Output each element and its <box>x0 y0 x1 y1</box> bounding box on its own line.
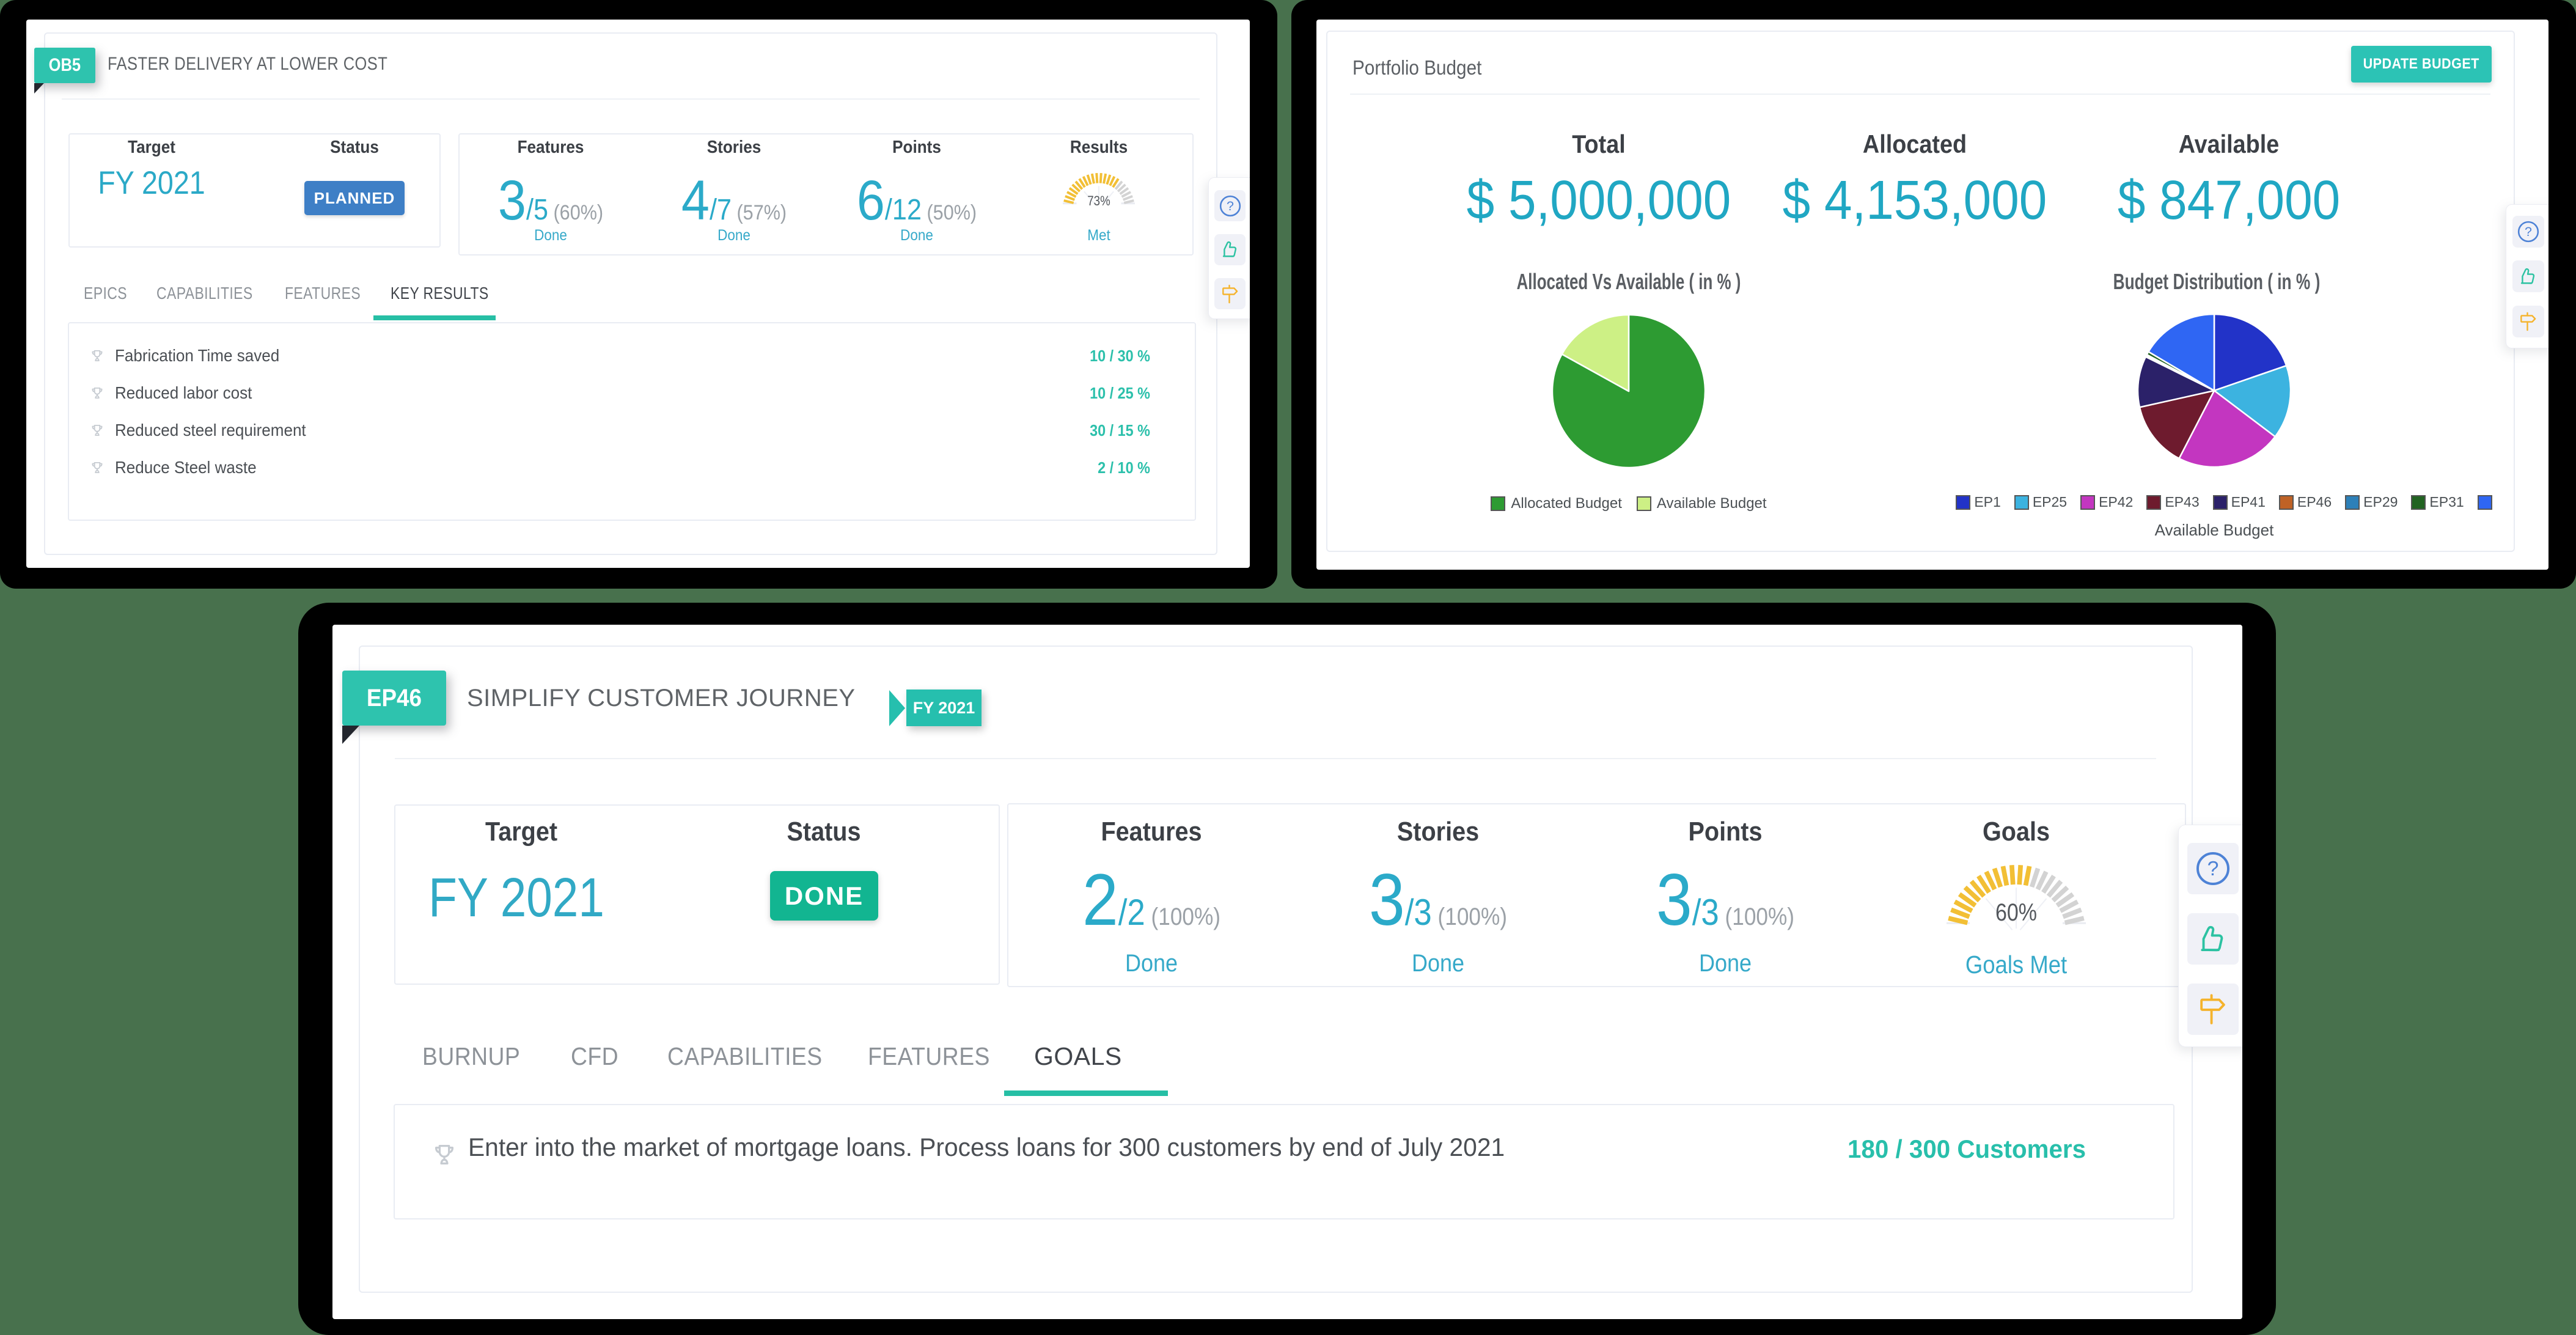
svg-text:?: ? <box>2525 224 2532 239</box>
svg-text:?: ? <box>1227 199 1234 213</box>
svg-text:?: ? <box>2207 857 2219 880</box>
